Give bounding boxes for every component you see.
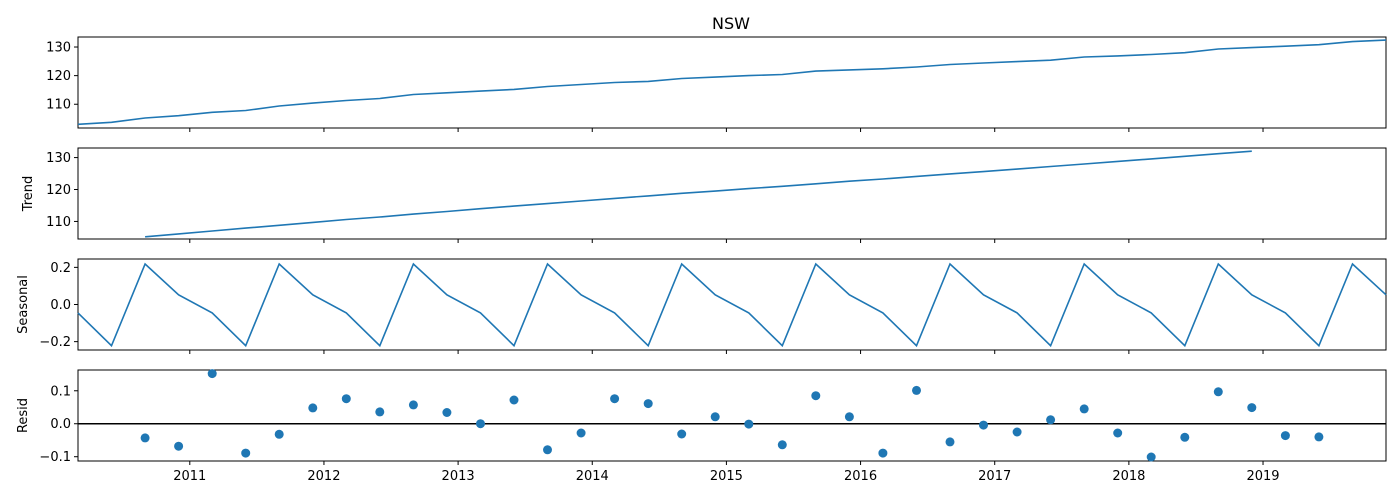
resid-point (1314, 432, 1324, 442)
resid-point (1113, 428, 1123, 438)
seasonal-ytick-label: 0.0 (50, 298, 71, 313)
resid-point (509, 395, 519, 405)
resid-point (1079, 404, 1089, 414)
observed-ytick-label: 120 (46, 69, 71, 84)
x-tick-label: 2018 (1112, 469, 1145, 484)
trend-ytick-label: 130 (46, 151, 71, 166)
observed-ytick-label: 130 (46, 41, 71, 56)
resid-point (543, 445, 552, 455)
resid-axis-label: Resid (16, 398, 31, 433)
resid-point (710, 412, 720, 422)
resid-ytick-label: 0.1 (50, 384, 71, 399)
seasonal-ytick-label: −0.2 (39, 335, 71, 350)
resid-point (1180, 432, 1190, 442)
resid-point (1012, 427, 1022, 437)
trend-ytick-label: 110 (46, 215, 71, 230)
resid-point (811, 391, 821, 401)
resid-point (844, 412, 854, 422)
seasonal-ytick-label: 0.2 (50, 261, 71, 276)
resid-point (912, 385, 921, 395)
resid-point (1247, 403, 1257, 413)
resid-point (375, 407, 385, 417)
observed-ytick-label: 110 (46, 98, 71, 113)
trend-ytick-label: 120 (46, 183, 71, 198)
x-tick-label: 2015 (710, 469, 743, 484)
resid-point (207, 369, 217, 379)
trend-axis-label: Trend (21, 176, 36, 213)
chart-title: NSW (712, 14, 750, 33)
panel-observed: 110 120 130 (46, 36, 1387, 132)
resid-point (979, 420, 988, 430)
resid-point (1213, 387, 1223, 397)
resid-point (643, 399, 653, 409)
x-tick-label: 2016 (844, 469, 877, 484)
resid-point (274, 429, 284, 439)
resid-point (140, 433, 150, 443)
x-tick-label: 2011 (173, 469, 206, 484)
resid-point (241, 448, 251, 458)
resid-point (878, 448, 888, 458)
panel-trend: Trend 110 120 130 (21, 147, 1387, 243)
x-tick-label: 2014 (576, 469, 609, 484)
panel-trend-frame (77, 147, 1387, 240)
resid-point (777, 440, 787, 450)
seasonal-axis-label: Seasonal (16, 275, 31, 334)
panel-resid-frame (77, 369, 1387, 462)
resid-ytick-label: 0.0 (50, 417, 71, 432)
resid-point (744, 419, 754, 429)
x-tick-label: 2019 (1246, 469, 1279, 484)
resid-point (476, 419, 485, 429)
x-tick-label: 2013 (442, 469, 475, 484)
resid-point (1046, 415, 1056, 425)
resid-point (1146, 452, 1156, 462)
observed-series-line (77, 39, 1387, 126)
trend-series-line (145, 150, 1252, 238)
resid-point (174, 441, 184, 451)
resid-point (610, 394, 620, 404)
resid-point (677, 429, 687, 439)
panel-observed-frame (77, 36, 1387, 129)
seasonal-series-line (77, 262, 1387, 348)
panel-seasonal: Seasonal −0.2 0.0 0.2 (16, 258, 1387, 354)
x-tick-label: 2012 (307, 469, 340, 484)
resid-point (408, 400, 418, 410)
resid-point (1280, 431, 1290, 441)
resid-point (341, 394, 351, 404)
panel-resid: Resid −0.1 0.0 0.1 (16, 369, 1387, 465)
resid-point (442, 408, 452, 417)
resid-point (308, 403, 318, 413)
x-axis: 2011 2012 2013 2014 2015 2016 2017 2018 2019 (173, 469, 1279, 484)
resid-point (945, 437, 955, 447)
resid-ytick-label: −0.1 (39, 450, 71, 465)
resid-point (576, 428, 586, 438)
x-tick-label: 2017 (978, 469, 1011, 484)
